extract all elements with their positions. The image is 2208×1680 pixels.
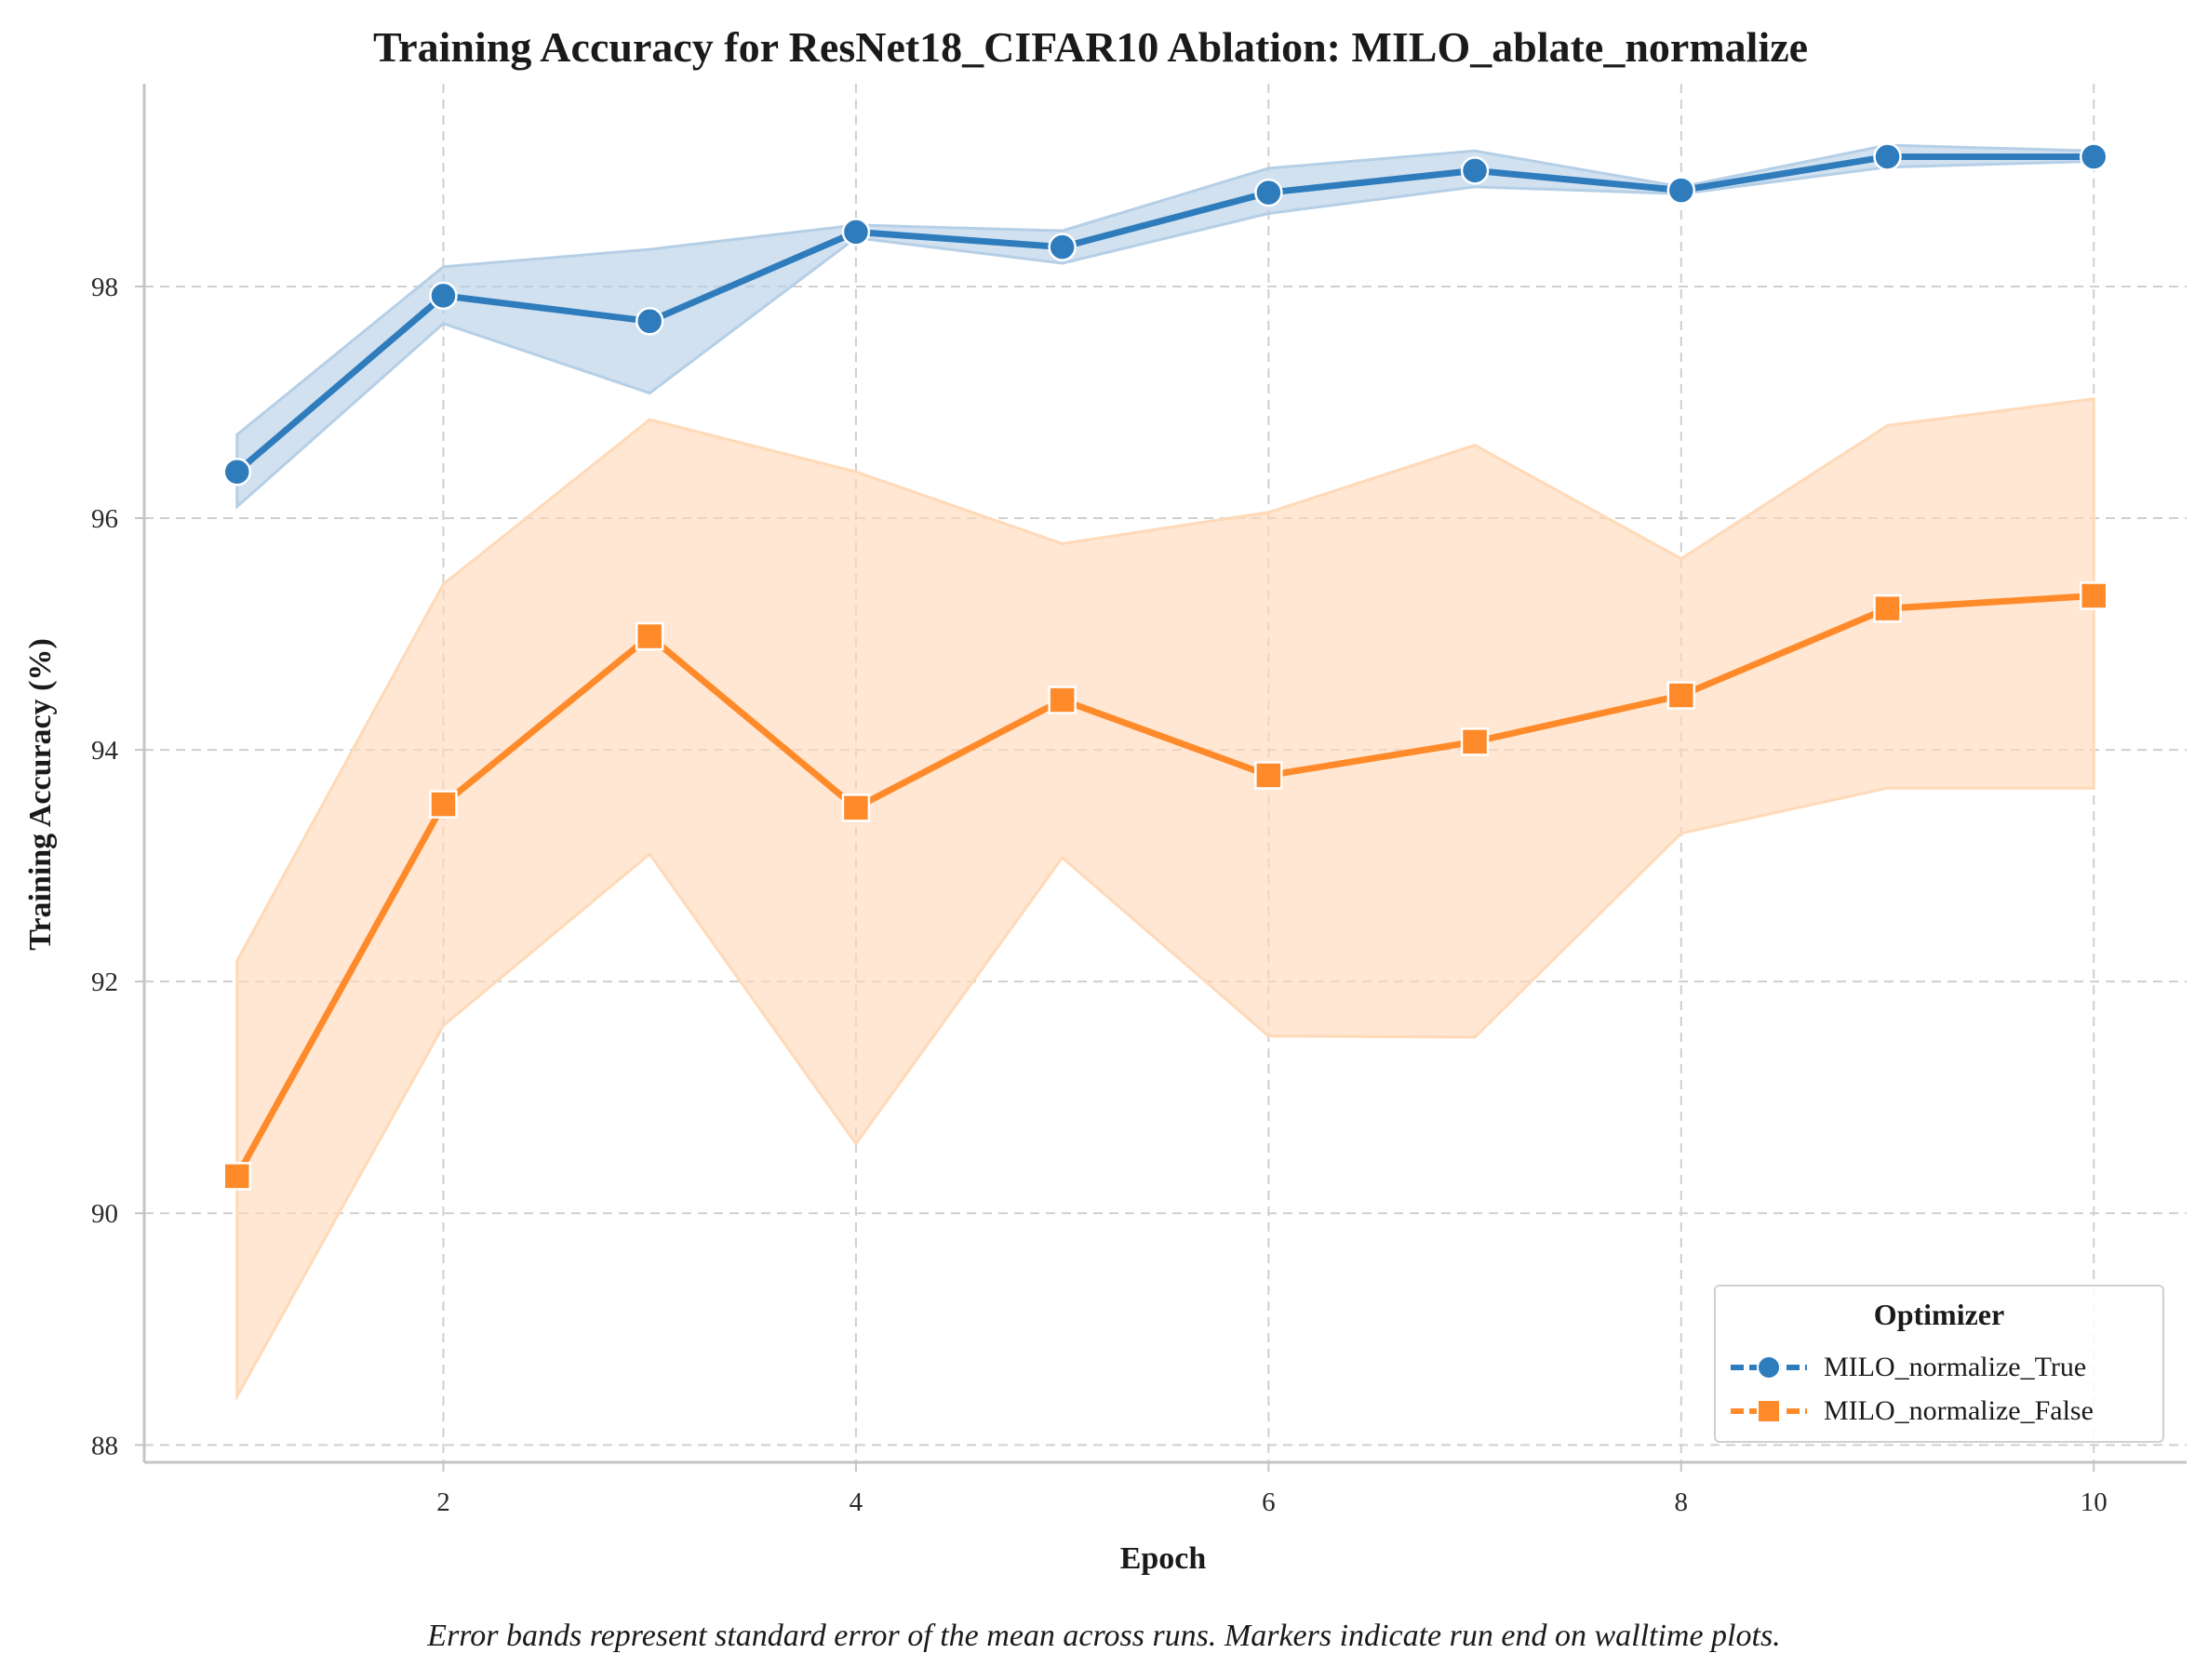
data-point-series-0 <box>1048 233 1077 261</box>
x-tick-label: 8 <box>1675 1487 1689 1517</box>
legend-title: Optimizer <box>1873 1298 2005 1331</box>
data-point-series-1 <box>1254 761 1283 790</box>
y-tick-label: 96 <box>91 504 118 534</box>
data-point-series-0 <box>635 307 664 336</box>
legend-square-marker-icon <box>1731 1399 1807 1423</box>
data-point-series-0 <box>841 218 871 247</box>
data-point-series-0 <box>1666 176 1696 205</box>
legend-circle-marker-icon <box>1731 1355 1807 1380</box>
data-point-series-1 <box>429 790 458 819</box>
data-point-series-1 <box>1873 593 1902 623</box>
y-tick-label: 88 <box>91 1431 118 1460</box>
legend-item-normalize-true: MILO_normalize_True <box>1727 1349 2086 1386</box>
data-point-series-0 <box>2079 142 2108 171</box>
data-point-series-1 <box>841 793 871 822</box>
x-tick-label: 10 <box>2081 1487 2108 1517</box>
data-point-series-0 <box>1873 142 1902 171</box>
error-bands <box>235 143 2095 1402</box>
y-tick-label: 94 <box>91 736 119 766</box>
axes <box>135 84 2187 1472</box>
x-tick-label: 2 <box>436 1487 450 1517</box>
data-point-series-1 <box>222 1162 252 1191</box>
data-point-series-0 <box>222 457 252 487</box>
data-point-series-1 <box>2079 581 2108 610</box>
y-tick-label: 92 <box>91 967 118 997</box>
data-point-series-0 <box>1254 178 1283 207</box>
figure-caption: Error bands represent standard error of … <box>427 1619 1781 1653</box>
data-point-series-0 <box>1460 156 1490 185</box>
data-point-series-1 <box>1048 686 1077 714</box>
data-point-series-0 <box>429 281 458 311</box>
x-tick-label: 6 <box>1262 1487 1276 1517</box>
legend-item-normalize-false: MILO_normalize_False <box>1727 1393 2094 1430</box>
data-point-series-1 <box>1666 681 1696 710</box>
data-point-series-1 <box>635 621 664 651</box>
data-point-series-1 <box>1460 727 1490 756</box>
legend-label-normalize-true: MILO_normalize_True <box>1824 1352 2087 1382</box>
y-axis-label: Training Accuracy (%) <box>23 638 58 951</box>
legend: Optimizer MILO_normalize_True MILO_norma… <box>1714 1285 2164 1443</box>
series-markers <box>222 142 2108 1191</box>
error-band-series-1 <box>235 397 2095 1402</box>
series-line-1 <box>234 592 2097 1180</box>
legend-label-normalize-false: MILO_normalize_False <box>1824 1395 2094 1426</box>
x-tick-label: 4 <box>850 1487 863 1517</box>
y-tick-label: 98 <box>91 273 118 302</box>
y-tick-label: 90 <box>91 1199 118 1229</box>
series-line-0 <box>234 153 2097 475</box>
chart-title: Training Accuracy for ResNet18_CIFAR10 A… <box>373 23 1808 71</box>
error-band-series-0 <box>235 143 2095 510</box>
tick-labels: 2 4 6 8 10 88 90 92 94 96 98 <box>91 273 2108 1517</box>
series-lines <box>234 153 2097 1180</box>
x-axis-label: Epoch <box>1120 1541 1207 1576</box>
